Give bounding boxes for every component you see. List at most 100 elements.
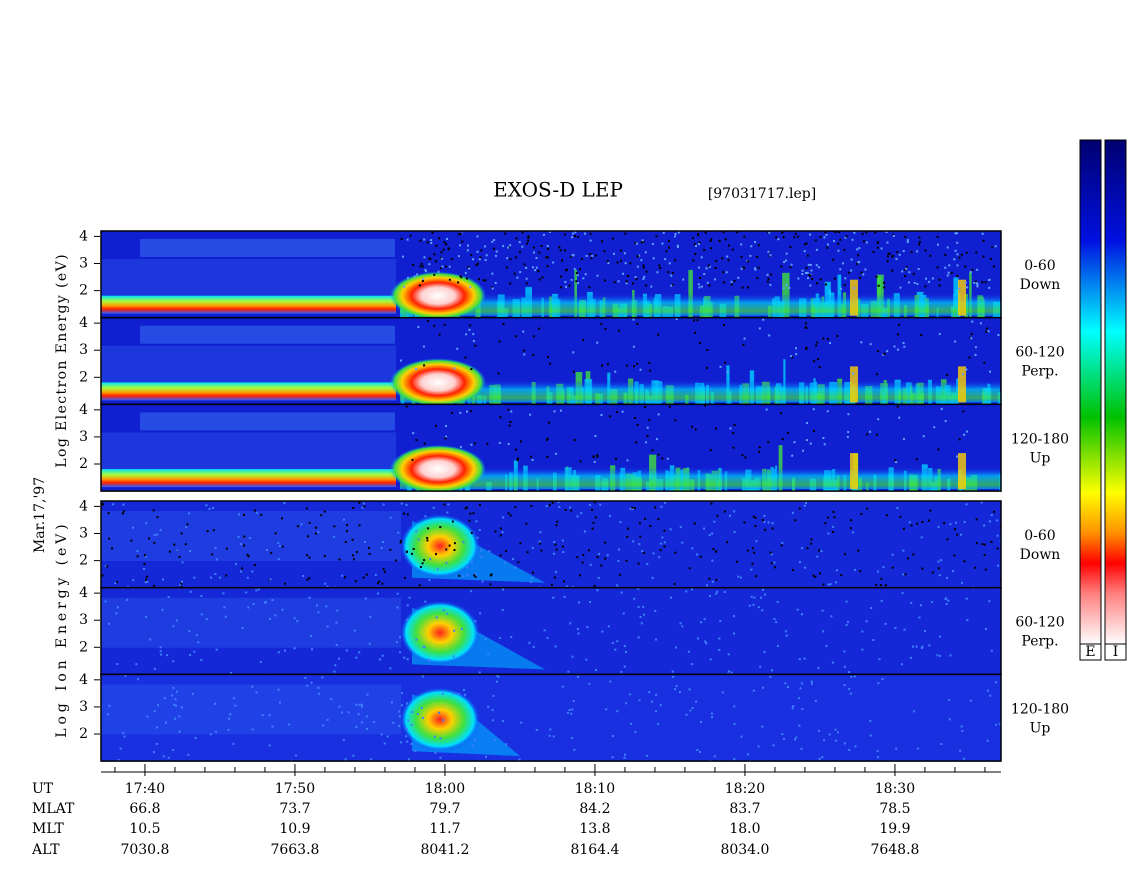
noise	[482, 279, 485, 282]
noise	[909, 656, 912, 659]
noise	[904, 268, 907, 271]
noise	[494, 281, 497, 284]
noise	[775, 621, 778, 624]
noise	[591, 527, 594, 530]
noise	[484, 279, 487, 282]
noise	[666, 457, 669, 460]
noise	[419, 566, 422, 569]
ephemeris-value: 8041.2	[420, 842, 469, 858]
noise	[317, 611, 320, 614]
noise	[814, 575, 817, 578]
noise	[361, 506, 364, 509]
noise	[805, 439, 808, 442]
noise	[420, 707, 423, 710]
noise	[560, 275, 563, 278]
noise	[661, 536, 664, 539]
noise	[894, 459, 897, 462]
noise	[722, 231, 725, 234]
noise	[976, 285, 979, 288]
noise	[746, 549, 749, 552]
noise	[426, 536, 429, 539]
noise	[827, 338, 830, 341]
noise	[433, 735, 436, 738]
noise	[344, 758, 347, 761]
noise	[209, 733, 212, 736]
noise	[800, 682, 803, 685]
noise	[757, 244, 760, 247]
noise	[580, 512, 583, 515]
noise	[466, 573, 469, 576]
noise	[609, 680, 612, 683]
noise	[466, 244, 469, 247]
noise	[640, 259, 643, 262]
noise	[940, 743, 943, 746]
noise	[639, 535, 642, 538]
noise	[655, 710, 658, 713]
haze	[140, 325, 395, 344]
noise	[443, 323, 446, 326]
noise	[661, 457, 664, 460]
noise	[757, 266, 760, 269]
noise	[225, 547, 228, 550]
noise	[581, 561, 584, 564]
noise	[494, 530, 497, 533]
noise	[644, 517, 647, 520]
noise	[436, 568, 439, 571]
noise	[876, 246, 879, 249]
noise	[931, 277, 934, 280]
noise	[732, 432, 735, 435]
noise	[419, 239, 422, 242]
noise	[839, 238, 842, 241]
noise	[409, 234, 412, 237]
noise	[469, 410, 472, 413]
noise	[770, 562, 773, 565]
noise	[173, 703, 176, 706]
noise	[569, 506, 572, 509]
noise	[958, 256, 961, 259]
noise	[826, 410, 829, 413]
noise	[626, 535, 629, 538]
noise	[753, 267, 756, 270]
noise	[562, 551, 565, 554]
colorbar	[1104, 139, 1127, 645]
noise	[753, 551, 756, 554]
noise	[795, 736, 798, 739]
noise	[906, 240, 909, 243]
noise	[452, 692, 455, 695]
noise	[723, 510, 726, 513]
noise	[804, 271, 807, 274]
noise	[958, 287, 961, 290]
noise	[754, 516, 757, 519]
noise	[216, 558, 219, 561]
noise	[520, 721, 523, 724]
noise	[153, 710, 156, 713]
noise	[592, 455, 595, 458]
noise	[555, 571, 558, 574]
noise	[438, 711, 441, 714]
noise	[864, 268, 867, 271]
noise	[888, 252, 891, 255]
noise	[757, 606, 760, 609]
noise	[180, 586, 183, 588]
noise	[694, 428, 697, 431]
noise	[985, 330, 988, 333]
noise	[963, 520, 966, 523]
noise	[326, 718, 329, 721]
noise	[499, 554, 502, 557]
noise	[466, 506, 469, 509]
noise	[498, 441, 501, 444]
noise	[936, 266, 939, 269]
noise	[851, 238, 854, 241]
noise	[708, 284, 711, 287]
noise	[709, 239, 712, 242]
noise	[448, 544, 451, 547]
noise	[146, 580, 149, 583]
noise	[724, 238, 727, 241]
noise	[532, 251, 535, 254]
noise	[241, 567, 244, 570]
noise	[733, 632, 736, 635]
noise	[948, 718, 951, 721]
spectrogram-panel	[101, 404, 1001, 492]
noise	[620, 670, 623, 673]
noise	[624, 232, 627, 235]
